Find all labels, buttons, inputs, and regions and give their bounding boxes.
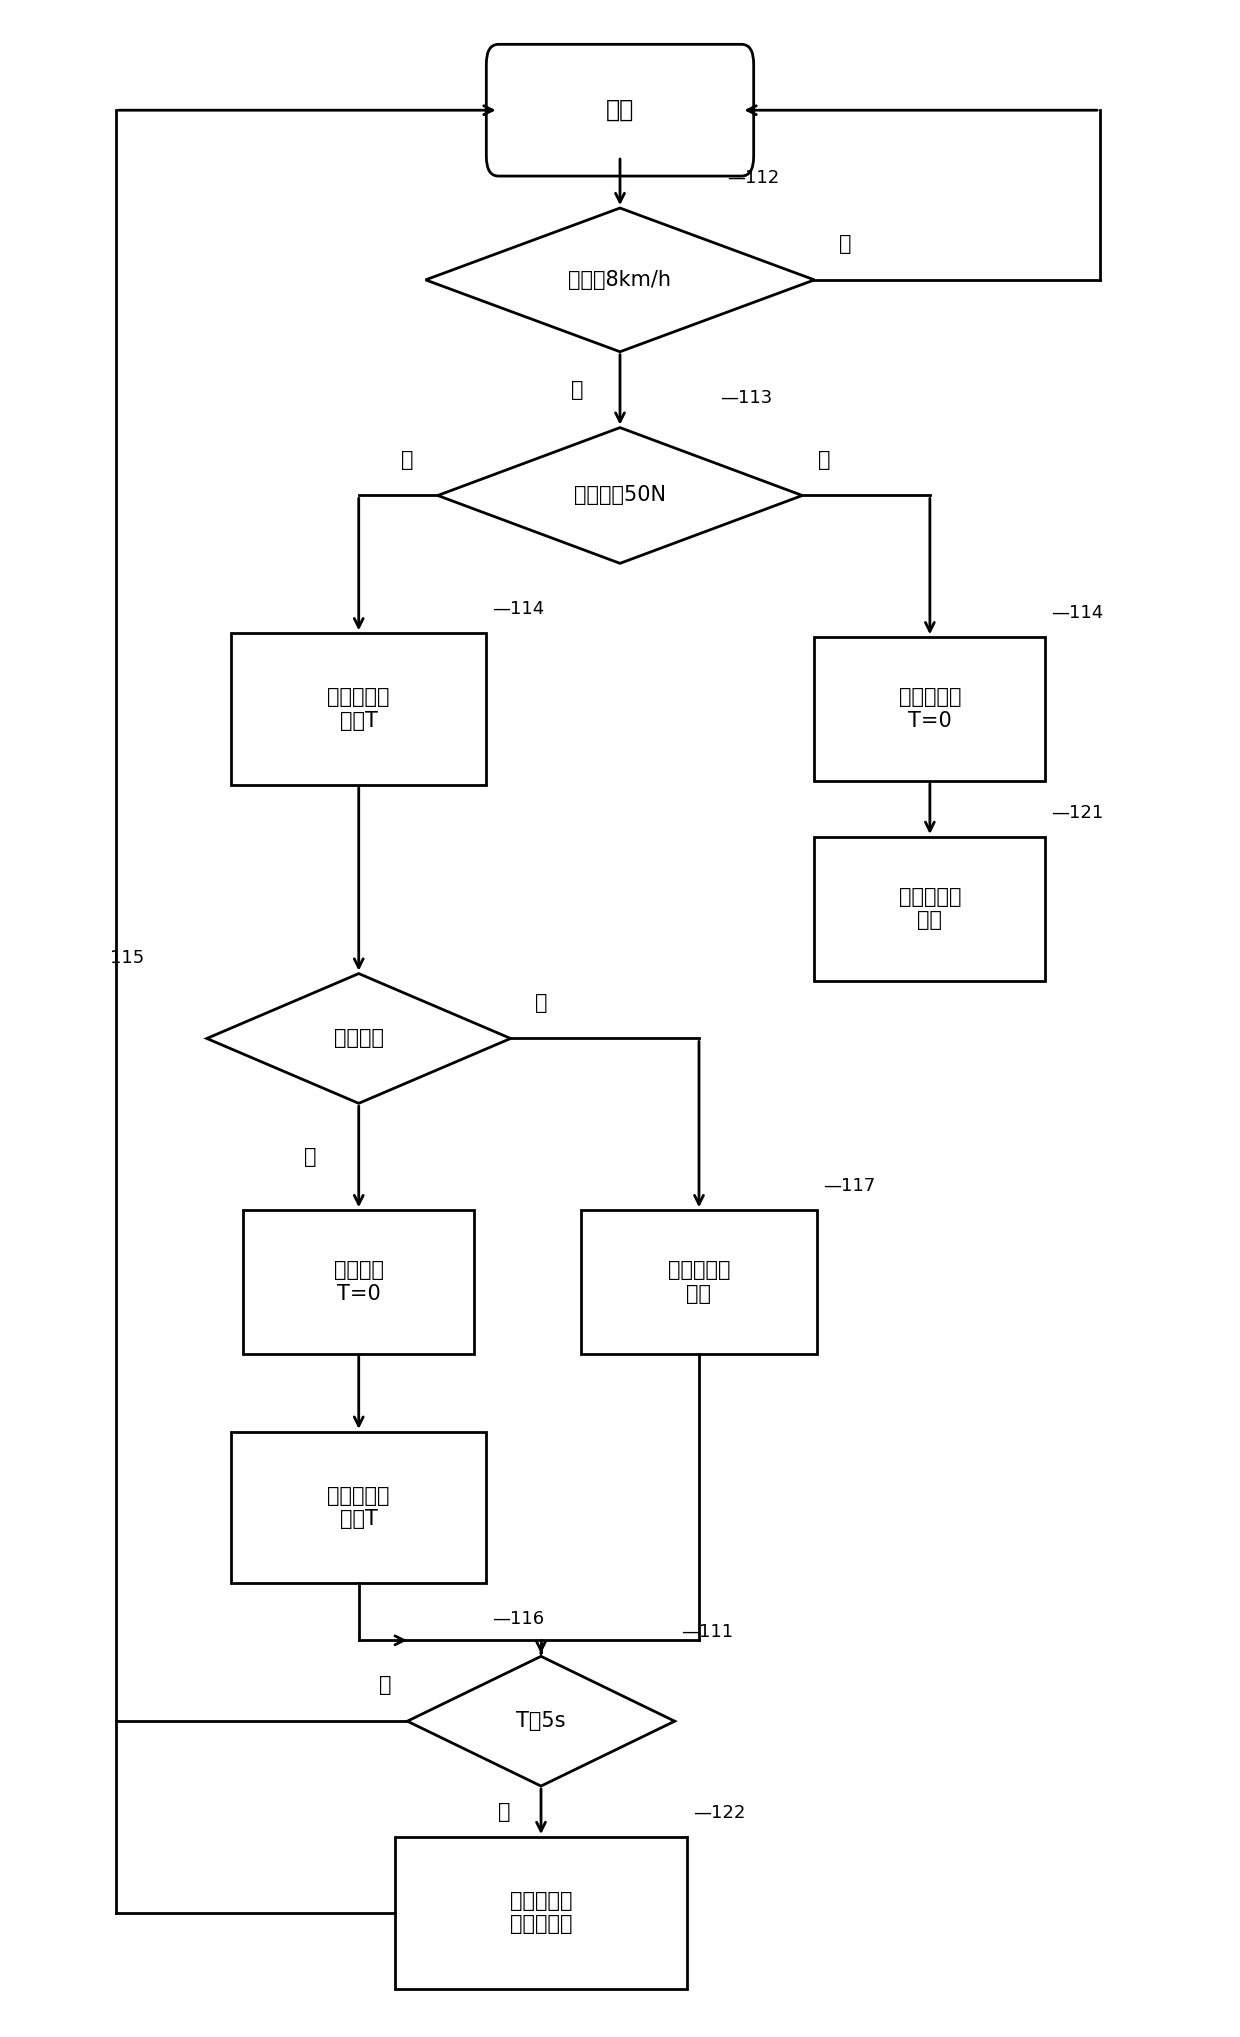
Text: —113: —113 xyxy=(720,389,773,407)
Text: 是: 是 xyxy=(304,1147,316,1167)
Text: —117: —117 xyxy=(823,1177,875,1196)
Bar xyxy=(243,1210,474,1355)
Text: 计时器开始
计时T: 计时器开始 计时T xyxy=(327,686,391,731)
Text: —112: —112 xyxy=(727,169,779,187)
Text: —121: —121 xyxy=(1052,805,1104,821)
Text: 是: 是 xyxy=(498,1801,511,1821)
Text: 否: 否 xyxy=(818,450,831,471)
Text: 换档信号: 换档信号 xyxy=(334,1029,383,1049)
Bar xyxy=(231,1432,486,1583)
Text: —111: —111 xyxy=(681,1623,733,1642)
Text: 开始: 开始 xyxy=(606,98,634,122)
Polygon shape xyxy=(425,208,815,352)
Bar xyxy=(815,638,1045,780)
Text: 计时器累计
计时: 计时器累计 计时 xyxy=(667,1261,730,1304)
Text: 是: 是 xyxy=(572,379,584,399)
Text: 踏板力＞50N: 踏板力＞50N xyxy=(574,485,666,505)
Text: 否: 否 xyxy=(838,234,851,255)
Text: 车速＞8km/h: 车速＞8km/h xyxy=(568,269,672,289)
Text: 长时间踩离
合踏板提示: 长时间踩离 合踏板提示 xyxy=(510,1890,573,1935)
Text: —116: —116 xyxy=(492,1611,544,1628)
Text: —114: —114 xyxy=(492,601,544,619)
Text: 115: 115 xyxy=(109,949,144,968)
Bar xyxy=(580,1210,817,1355)
Text: T＞5s: T＞5s xyxy=(516,1711,565,1731)
Text: 不显示提示
信息: 不显示提示 信息 xyxy=(899,886,961,931)
Text: 否: 否 xyxy=(534,992,547,1012)
FancyBboxPatch shape xyxy=(486,45,754,175)
Text: 是: 是 xyxy=(401,450,414,471)
Text: 计时清零
T=0: 计时清零 T=0 xyxy=(334,1261,383,1304)
Text: 否: 否 xyxy=(379,1674,392,1695)
Text: 计时器开始
计时T: 计时器开始 计时T xyxy=(327,1485,391,1530)
Polygon shape xyxy=(207,974,511,1104)
Text: 计时器清零
T=0: 计时器清零 T=0 xyxy=(899,686,961,731)
Polygon shape xyxy=(438,428,802,564)
Text: —114: —114 xyxy=(1052,605,1104,621)
Bar xyxy=(231,634,486,784)
Bar xyxy=(396,1837,687,1988)
Bar xyxy=(815,837,1045,980)
Text: —122: —122 xyxy=(693,1805,745,1821)
Polygon shape xyxy=(407,1656,675,1786)
